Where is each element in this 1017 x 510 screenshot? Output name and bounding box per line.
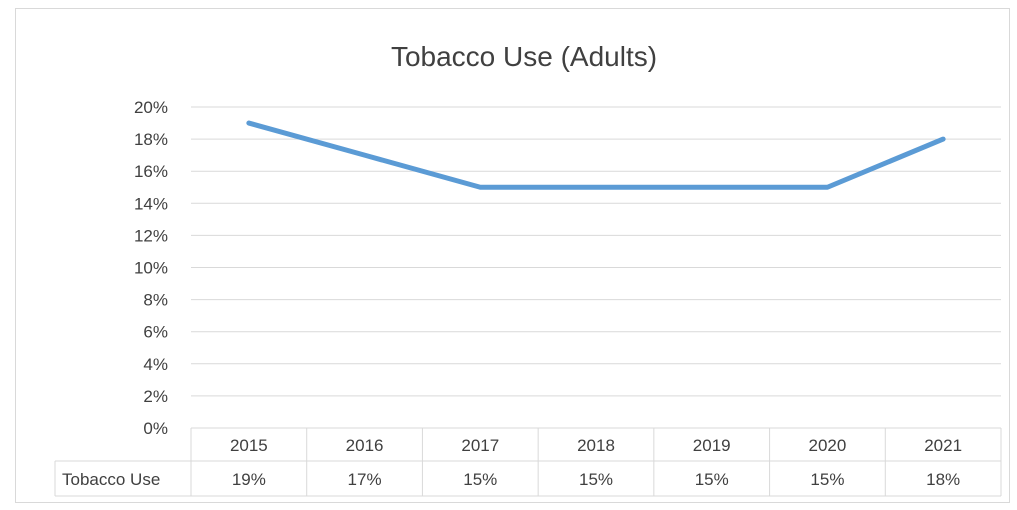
y-tick-label: 16% <box>134 162 168 181</box>
table-value-cell: 15% <box>463 470 497 489</box>
y-axis-tick-labels: 0% 2% 4% 6% 8% 10% 12% 14% 16% 18% 20% <box>134 98 168 438</box>
y-tick-label: 20% <box>134 98 168 117</box>
table-value-cell: 19% <box>232 470 266 489</box>
y-tick-label: 8% <box>143 291 168 310</box>
table-value-cell: 15% <box>695 470 729 489</box>
series-tobacco-use <box>246 120 946 190</box>
y-tick-label: 6% <box>143 323 168 342</box>
table-series-name: Tobacco Use <box>62 470 160 489</box>
table-value-cell: 15% <box>810 470 844 489</box>
x-category-label: 2018 <box>577 436 615 455</box>
x-category-label: 2016 <box>346 436 384 455</box>
series-line-tobacco-use <box>246 120 946 190</box>
x-category-label: 2019 <box>693 436 731 455</box>
x-category-label: 2020 <box>809 436 847 455</box>
data-table: 2015 2016 2017 2018 2019 2020 2021 Tobacco Use 1… <box>54 427 1002 497</box>
y-tick-label: 4% <box>143 355 168 374</box>
y-tick-label: 12% <box>134 226 168 245</box>
y-tick-label: 10% <box>134 259 168 278</box>
x-category-label: 2015 <box>230 436 268 455</box>
y-tick-label: 14% <box>134 194 168 213</box>
x-category-label: 2021 <box>924 436 962 455</box>
gridlines <box>191 106 1001 397</box>
x-category-label: 2017 <box>461 436 499 455</box>
chart-frame <box>15 8 1010 503</box>
y-tick-label: 0% <box>143 419 168 438</box>
y-tick-label: 2% <box>143 387 168 406</box>
table-value-cell: 17% <box>348 470 382 489</box>
y-tick-label: 18% <box>134 130 168 149</box>
table-value-cell: 15% <box>579 470 613 489</box>
table-value-cell: 18% <box>926 470 960 489</box>
chart-title: Tobacco Use (Adults) <box>391 41 657 72</box>
